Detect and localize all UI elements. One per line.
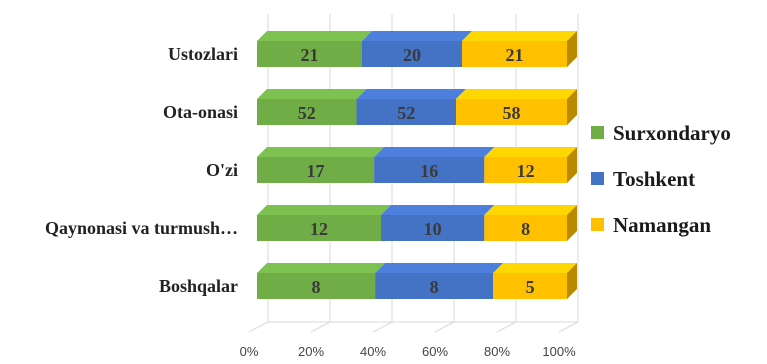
bars: 21 20 21 52 52 58 17 16 12 12 10 8 8 8 5 (257, 31, 577, 299)
x-axis-ticks: 0% 20% 40% 60% 80% 100% (240, 344, 576, 359)
data-label: 17 (307, 161, 325, 181)
data-label: 5 (526, 277, 535, 297)
bar-top-face (257, 147, 385, 157)
category-label: Ota-onasi (163, 102, 238, 122)
bar-segment-surxondaryo: 52 (257, 89, 367, 125)
data-label: 52 (298, 103, 316, 123)
x-tick-label: 100% (542, 344, 576, 359)
data-label: 16 (420, 161, 438, 181)
legend-label: Surxondaryo (613, 121, 731, 145)
category-label: O'zi (206, 160, 238, 180)
bar-top-face (362, 31, 472, 41)
gridline-floor (496, 321, 517, 333)
bar-top-face (375, 263, 504, 273)
bar-front-face (375, 273, 494, 299)
legend-label: Toshkent (613, 167, 695, 191)
bar-front-face (374, 157, 485, 183)
legend-item-toshkent: Toshkent (591, 167, 695, 191)
bar-segment-namangan: 21 (462, 31, 577, 67)
bar-segment-namangan: 58 (456, 89, 577, 125)
bar-front-face (257, 157, 375, 183)
bar-front-face (362, 41, 462, 67)
data-label: 12 (517, 161, 535, 181)
x-tick-label: 80% (484, 344, 510, 359)
bar-top-face (257, 31, 372, 41)
data-label: 52 (397, 103, 415, 123)
gridline-floor (310, 321, 331, 333)
bar-top-face (257, 263, 386, 273)
bar-front-face (257, 41, 362, 67)
data-label: 20 (403, 45, 421, 65)
bar-front-face (356, 99, 457, 125)
bar-segment-surxondaryo: 21 (257, 31, 372, 67)
category-label: Qaynonasi va turmush… (45, 218, 238, 238)
bar-front-face (257, 215, 381, 241)
legend-item-namangan: Namangan (591, 213, 711, 237)
bar-segment-surxondaryo: 8 (257, 263, 386, 299)
bar-top-face (381, 205, 495, 215)
gridline-floor (372, 321, 393, 333)
bar-segment-namangan: 12 (484, 147, 577, 183)
legend-swatch (591, 126, 604, 139)
gridline-floor (558, 321, 579, 333)
data-label: 8 (312, 277, 321, 297)
data-label: 58 (503, 103, 521, 123)
bar-front-face (462, 41, 567, 67)
bar-side-face (567, 89, 577, 125)
bar-segment-toshkent: 16 (374, 147, 495, 183)
bar-top-face (356, 89, 467, 99)
data-label: 8 (521, 219, 530, 239)
x-tick-label: 40% (360, 344, 386, 359)
data-label: 21 (301, 45, 319, 65)
legend-label: Namangan (613, 213, 711, 237)
bar-front-face (493, 273, 567, 299)
x-tick-label: 60% (422, 344, 448, 359)
bar-top-face (484, 205, 577, 215)
bar-front-face (456, 99, 567, 125)
data-label: 8 (430, 277, 439, 297)
bar-side-face (567, 31, 577, 67)
legend-swatch (591, 218, 604, 231)
bar-front-face (484, 157, 567, 183)
bar-segment-namangan: 5 (493, 263, 577, 299)
bar-segment-toshkent: 10 (381, 205, 495, 241)
bar-segment-toshkent: 20 (362, 31, 472, 67)
data-label: 10 (424, 219, 442, 239)
x-tick-label: 0% (240, 344, 259, 359)
bar-top-face (257, 205, 391, 215)
bar-top-face (456, 89, 577, 99)
data-label: 21 (506, 45, 524, 65)
bar-top-face (462, 31, 577, 41)
bar-side-face (567, 205, 577, 241)
x-tick-label: 20% (298, 344, 324, 359)
bar-segment-toshkent: 52 (356, 89, 467, 125)
bar-side-face (567, 147, 577, 183)
bar-segment-namangan: 8 (484, 205, 577, 241)
bar-front-face (484, 215, 567, 241)
category-labels: Ustozlari Ota-onasi O'zi Qaynonasi va turmu… (45, 44, 238, 296)
bar-top-face (374, 147, 495, 157)
category-label: Boshqalar (159, 276, 238, 296)
bar-front-face (381, 215, 485, 241)
legend-swatch (591, 172, 604, 185)
bar-front-face (257, 273, 376, 299)
bar-top-face (484, 147, 577, 157)
bar-side-face (567, 263, 577, 299)
gridline-floor (434, 321, 455, 333)
data-label: 12 (310, 219, 328, 239)
bar-segment-surxondaryo: 17 (257, 147, 385, 183)
bar-front-face (257, 99, 357, 125)
legend: Surxondaryo Toshkent Namangan (591, 121, 731, 237)
bar-top-face (493, 263, 577, 273)
bar-top-face (257, 89, 367, 99)
legend-item-surxondaryo: Surxondaryo (591, 121, 731, 145)
bar-segment-surxondaryo: 12 (257, 205, 391, 241)
category-label: Ustozlari (168, 44, 238, 64)
gridline-floor (248, 321, 269, 333)
bar-segment-toshkent: 8 (375, 263, 504, 299)
